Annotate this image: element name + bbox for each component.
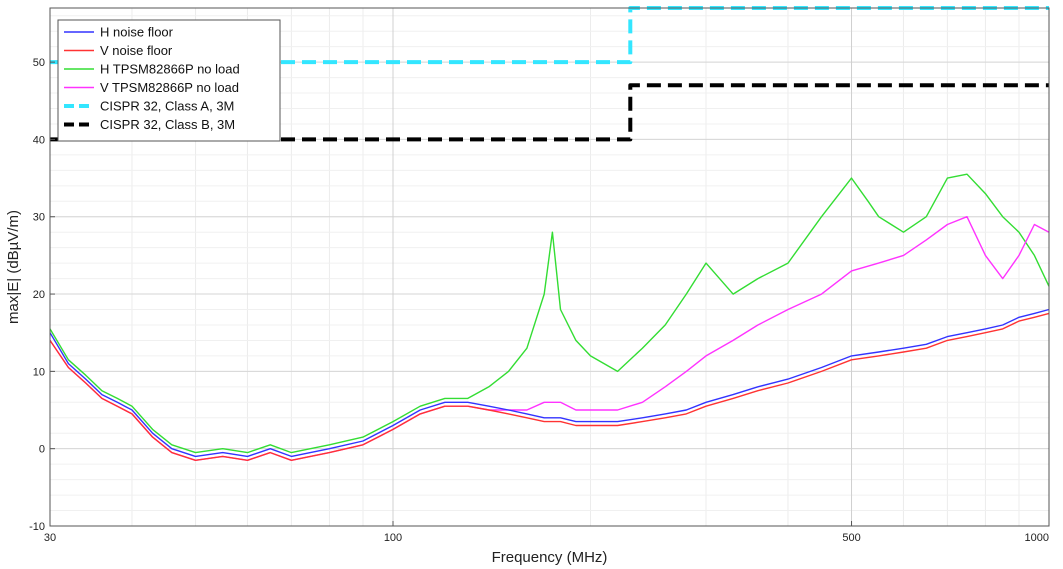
- legend-label: V TPSM82866P no load: [100, 80, 239, 95]
- axes-frame: [49, 7, 1050, 527]
- y-tick-label: 10: [33, 366, 45, 378]
- legend-label: H noise floor: [100, 25, 174, 40]
- y-tick-label: 0: [39, 444, 45, 456]
- x-tick-label: 1000: [1025, 532, 1049, 544]
- series-line-cispr-32-class-b-3m: [50, 83, 1049, 142]
- series-line-h-noise-floor: [49, 308, 1050, 458]
- x-tick-label: 100: [384, 532, 402, 544]
- legend-label: CISPR 32, Class A, 3M: [100, 99, 234, 114]
- y-tick-label: 30: [33, 212, 45, 224]
- series-line-v-noise-floor: [49, 312, 1050, 461]
- tick-labels: -10 0 10 20 30 40 50 30 100 500 1000: [29, 57, 1050, 544]
- axes: [49, 7, 1050, 527]
- legend-box: [57, 19, 281, 142]
- legend-label: CISPR 32, Class B, 3M: [100, 117, 235, 132]
- legend-label: H TPSM82866P no load: [100, 62, 240, 77]
- legend-label: V noise floor: [100, 43, 173, 58]
- x-tick-label: 30: [44, 532, 56, 544]
- y-tick-label: -10: [29, 521, 45, 533]
- y-tick-label: 50: [33, 57, 45, 69]
- series-line-h-tpsm82866p-no-load: [49, 173, 1050, 454]
- y-axis-label: max|E| (dBµV/m): [5, 210, 22, 324]
- y-tick-label: 40: [33, 134, 45, 146]
- x-axis-label: Frequency (MHz): [492, 549, 608, 566]
- y-tick-label: 20: [33, 289, 45, 301]
- x-tick-label: 500: [842, 532, 860, 544]
- legend: H noise floor V noise floor H TPSM82866P n…: [57, 19, 281, 142]
